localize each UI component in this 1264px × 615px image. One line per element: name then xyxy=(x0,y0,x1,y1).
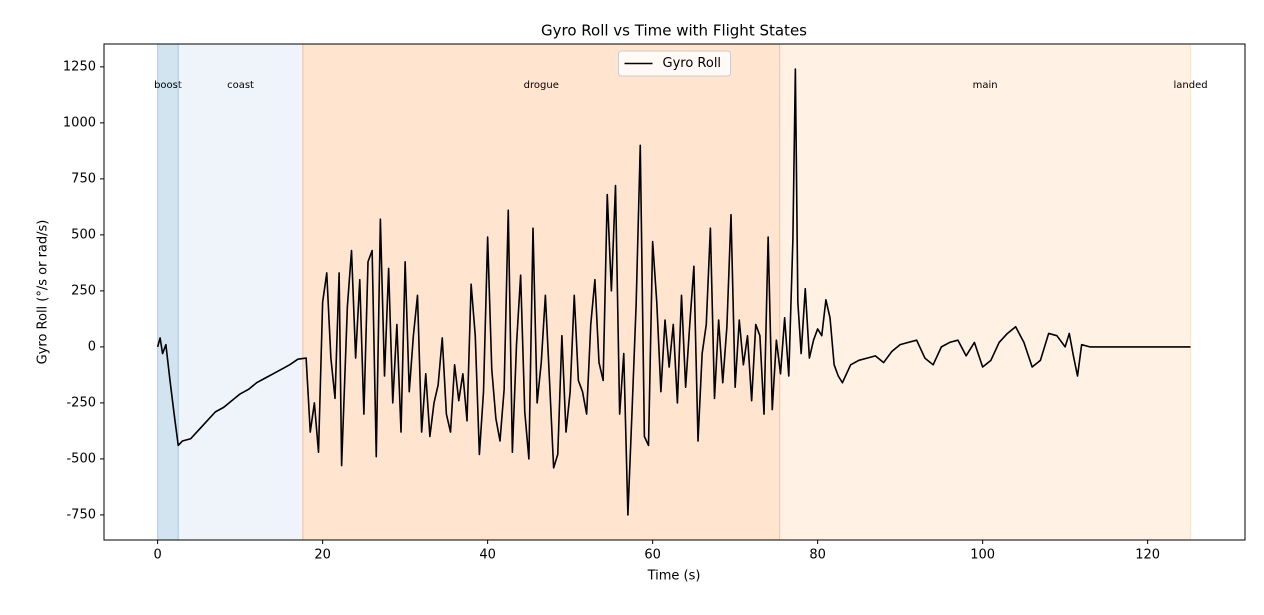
x-tick-label: 120 xyxy=(1135,548,1160,563)
y-tick-label: 250 xyxy=(71,283,96,298)
x-axis-label: Time (s) xyxy=(647,569,701,584)
y-tick-label: 750 xyxy=(71,171,96,186)
x-tick-label: 80 xyxy=(809,548,826,563)
state-span xyxy=(779,43,1192,541)
y-tick-label: 500 xyxy=(71,227,96,242)
y-tick-label: 1000 xyxy=(63,115,96,130)
y-tick-label: -250 xyxy=(66,395,96,410)
chart-title: Gyro Roll vs Time with Flight States xyxy=(541,22,807,40)
state-label: main xyxy=(973,80,998,91)
state-label: boost xyxy=(154,80,182,91)
data-line xyxy=(156,68,1191,516)
y-tick-label: 1250 xyxy=(63,59,96,74)
x-tick-label: 60 xyxy=(644,548,661,563)
state-label: drogue xyxy=(524,80,559,91)
y-tick-label: 0 xyxy=(88,339,96,354)
y-tick-label: -500 xyxy=(66,451,96,466)
y-tick-label: -750 xyxy=(66,507,96,522)
plot-frame xyxy=(103,43,1246,541)
state-span xyxy=(157,43,179,541)
y-axis-label: Gyro Roll (°/s or rad/s) xyxy=(36,220,51,365)
legend-label: Gyro Roll xyxy=(663,56,722,71)
x-tick-label: 0 xyxy=(153,548,161,563)
state-label: coast xyxy=(227,80,254,91)
x-tick-label: 100 xyxy=(970,548,995,563)
legend-box xyxy=(618,50,731,77)
state-span xyxy=(177,43,304,541)
state-label: landed xyxy=(1174,80,1208,91)
x-tick-label: 20 xyxy=(314,548,331,563)
x-tick-label: 40 xyxy=(479,548,496,563)
